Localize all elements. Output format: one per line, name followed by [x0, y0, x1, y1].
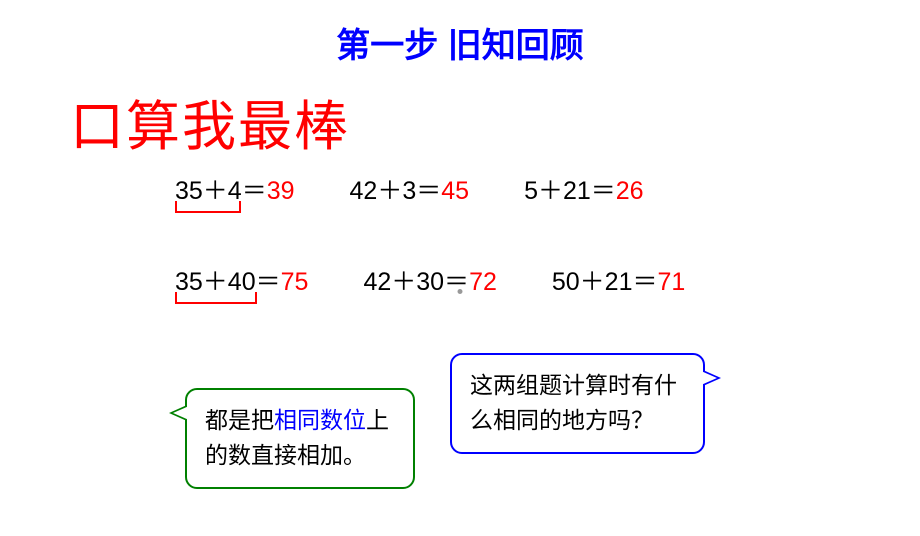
- equation-expression: 42＋30＝: [363, 268, 469, 296]
- bubble-text: 这两组题计算时有什么相同的地方吗？: [470, 373, 677, 433]
- equation-result: 72: [469, 268, 497, 296]
- equation-result: 75: [281, 268, 309, 296]
- equation-expression: 50＋21＝: [552, 268, 658, 296]
- slide-title: 第一步 旧知回顾: [0, 18, 920, 67]
- slide-subtitle: 口算我最棒: [70, 82, 920, 161]
- speech-bubble-question: 这两组题计算时有什么相同的地方吗？: [450, 353, 705, 454]
- equations-area: 35＋4＝39 42＋3＝45 5＋21＝26 35＋40＝75 42＋30＝7…: [175, 171, 920, 298]
- underline-bracket: [175, 201, 241, 213]
- bubble-text-highlight: 相同数位: [274, 408, 366, 433]
- underline-bracket: [175, 292, 257, 304]
- equation-item: 42＋3＝45: [350, 171, 470, 207]
- equation-row-1: 35＋4＝39 42＋3＝45 5＋21＝26: [175, 171, 920, 207]
- equation-result: 39: [267, 177, 295, 205]
- equation-item: 5＋21＝26: [524, 171, 644, 207]
- speech-bubble-answer: 都是把相同数位上的数直接相加。: [185, 388, 415, 489]
- equation-item: 42＋30＝72: [363, 262, 496, 298]
- equation-expression: 42＋3＝: [350, 177, 442, 205]
- equation-item: 35＋40＝75: [175, 262, 308, 298]
- equation-result: 45: [441, 177, 469, 205]
- equation-item: 50＋21＝71: [552, 262, 685, 298]
- equation-result: 71: [658, 268, 686, 296]
- equation-item: 35＋4＝39: [175, 171, 295, 207]
- bubble-text-prefix: 都是把: [205, 408, 274, 433]
- equation-result: 26: [616, 177, 644, 205]
- equation-expression: 5＋21＝: [524, 177, 616, 205]
- equation-row-2: 35＋40＝75 42＋30＝72 50＋21＝71: [175, 262, 920, 298]
